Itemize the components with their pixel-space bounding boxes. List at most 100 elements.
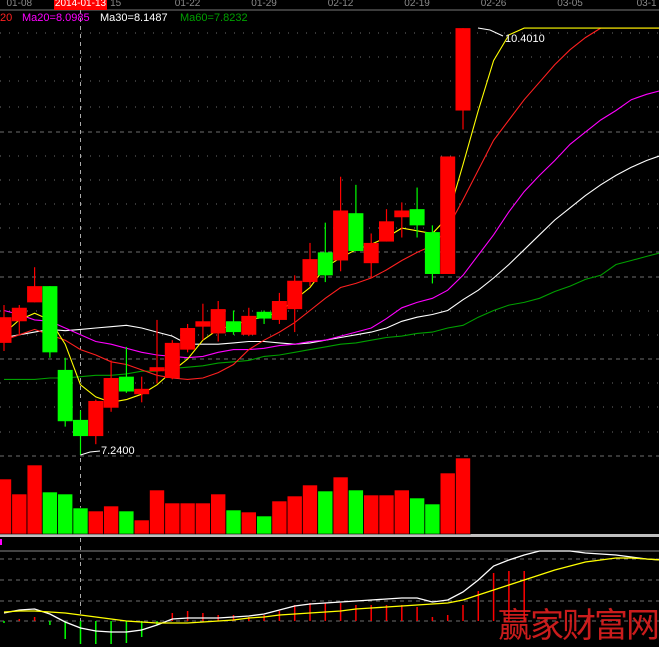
date-label: 15 bbox=[110, 0, 122, 9]
date-label: 02-19 bbox=[404, 0, 430, 9]
volume-bar bbox=[225, 509, 242, 535]
candle-up bbox=[394, 202, 410, 238]
volume-bar bbox=[149, 489, 165, 535]
date-label: 02-26 bbox=[480, 0, 507, 9]
volume-bar bbox=[42, 491, 58, 535]
candle-up bbox=[455, 28, 471, 130]
candle-up bbox=[287, 275, 303, 333]
candle-body bbox=[195, 321, 211, 327]
candle-body bbox=[409, 209, 425, 226]
candle-body bbox=[317, 252, 333, 276]
candle-body bbox=[440, 156, 456, 274]
volume-bar bbox=[409, 497, 425, 535]
volume-bar bbox=[378, 494, 395, 535]
candle-body bbox=[271, 301, 287, 320]
legend-ma10: 20 bbox=[0, 12, 13, 24]
candle-body bbox=[0, 317, 12, 343]
legend-ma60: Ma60=7.8232 bbox=[180, 12, 248, 24]
volume-panel-separator bbox=[0, 534, 659, 537]
volume-bar bbox=[363, 494, 380, 535]
volume-bar bbox=[11, 493, 28, 535]
date-label: 03-05 bbox=[557, 0, 583, 9]
legend-ma30: Ma30=8.1487 bbox=[100, 12, 168, 24]
candle-down bbox=[409, 187, 425, 238]
volume-bar bbox=[103, 505, 119, 535]
candle-body bbox=[134, 388, 150, 395]
date-label: 01-08 bbox=[6, 0, 33, 9]
candle-up bbox=[241, 307, 257, 337]
volume-bar bbox=[348, 489, 364, 535]
date-label: 03-1 bbox=[636, 0, 657, 9]
candle-body bbox=[256, 311, 272, 319]
candle-up bbox=[363, 233, 379, 279]
ma30-line bbox=[3, 155, 659, 345]
grid-lines bbox=[0, 9, 659, 644]
candles bbox=[0, 28, 471, 455]
date-label: 01-22 bbox=[174, 0, 201, 9]
volume-bar bbox=[0, 478, 12, 535]
ma10-line bbox=[3, 27, 659, 380]
candle-down bbox=[42, 286, 58, 358]
candle-body bbox=[88, 400, 104, 437]
candle-up bbox=[149, 319, 165, 384]
candle-body bbox=[287, 280, 303, 310]
low-price-label: 7.2400 bbox=[101, 445, 135, 457]
date-label: 2014-01-13 bbox=[53, 0, 108, 10]
candle-up bbox=[440, 156, 456, 274]
candle-up bbox=[195, 303, 211, 341]
candle-down bbox=[73, 410, 88, 455]
candle-down bbox=[424, 225, 440, 284]
candle-up bbox=[11, 305, 27, 335]
macd-dif-line bbox=[3, 550, 659, 633]
candle-up bbox=[103, 360, 119, 412]
annotations bbox=[80, 27, 504, 456]
candle-body bbox=[424, 232, 440, 274]
volume-bar bbox=[241, 511, 257, 535]
volume-bar bbox=[455, 457, 471, 535]
candle-body bbox=[394, 210, 410, 218]
ma20-line bbox=[3, 90, 659, 359]
moving-averages bbox=[3, 27, 659, 403]
volume-bar bbox=[256, 515, 272, 535]
candle-body bbox=[73, 419, 88, 437]
candle-down bbox=[256, 310, 272, 324]
candle-body bbox=[241, 315, 257, 335]
candle-body bbox=[455, 28, 471, 111]
candle-up bbox=[379, 209, 394, 242]
volume-bar bbox=[302, 484, 318, 535]
volume-bar bbox=[57, 493, 74, 535]
date-label: 01-29 bbox=[251, 0, 277, 9]
volume-bar bbox=[118, 510, 135, 535]
candle-body bbox=[226, 321, 241, 333]
candle-up bbox=[271, 292, 287, 324]
candle-up bbox=[134, 376, 150, 403]
ma60-line bbox=[4, 252, 659, 380]
low-leader-line bbox=[80, 450, 101, 456]
candle-body bbox=[333, 210, 349, 261]
candle-body bbox=[27, 286, 43, 303]
candle-body bbox=[42, 286, 58, 353]
candle-body bbox=[302, 259, 318, 283]
candle-body bbox=[379, 221, 394, 242]
macd-panel bbox=[3, 550, 659, 644]
candle-body bbox=[210, 309, 226, 334]
candle-up bbox=[27, 267, 43, 303]
date-label: 02-12 bbox=[327, 0, 354, 9]
volume-bar bbox=[424, 503, 441, 535]
candle-down bbox=[348, 184, 364, 252]
candle-up bbox=[210, 301, 226, 342]
candle-body bbox=[363, 242, 379, 264]
volume-bar bbox=[439, 472, 456, 535]
volume-bar bbox=[179, 502, 196, 535]
candle-body bbox=[164, 342, 180, 379]
volume-bar bbox=[393, 489, 410, 535]
candle-down bbox=[57, 357, 73, 427]
volume-bar bbox=[26, 464, 43, 535]
watermark-logo: 赢家财富网 bbox=[498, 606, 659, 646]
candle-up bbox=[302, 242, 318, 287]
volume-bar bbox=[317, 490, 334, 535]
legend-ma20: Ma20=8.0985 bbox=[22, 12, 90, 24]
candle-body bbox=[11, 307, 27, 322]
candle-down bbox=[118, 346, 134, 393]
